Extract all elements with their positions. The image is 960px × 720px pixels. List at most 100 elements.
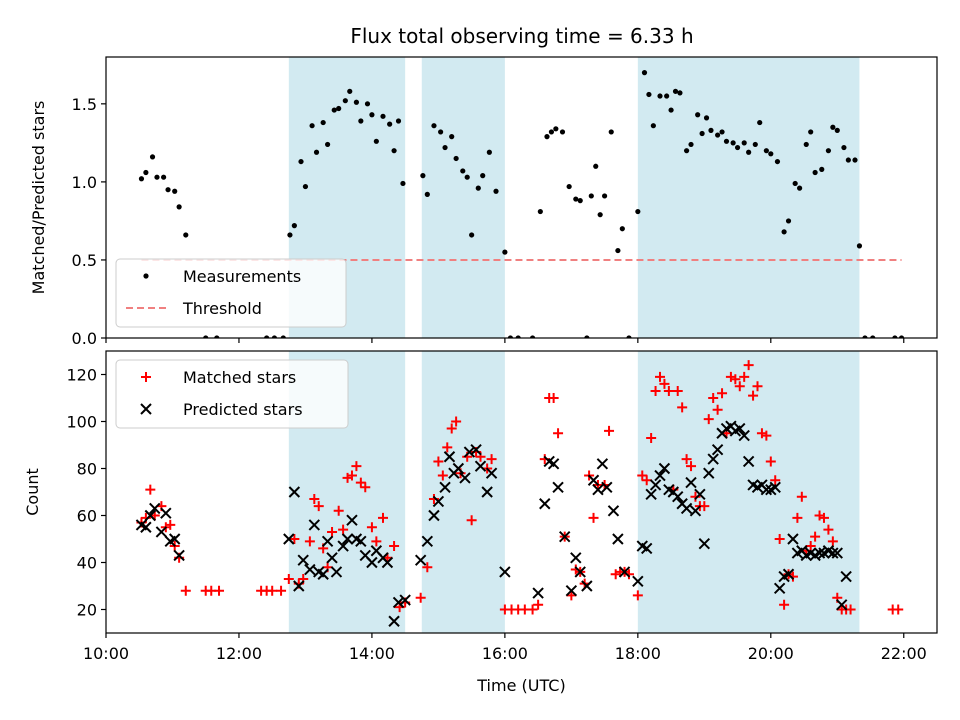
- matched-point: [730, 374, 741, 385]
- measurement-point: [537, 208, 543, 215]
- measurement-point: [752, 141, 758, 148]
- measurement-point: [353, 99, 360, 105]
- x-tick-label: 10:00: [83, 644, 129, 663]
- matched-point: [313, 501, 324, 512]
- predicted-point: [592, 483, 604, 496]
- measurement-point: [154, 174, 160, 180]
- matched-point: [415, 592, 426, 603]
- predicted-point: [601, 481, 613, 494]
- legend: Matched stars Predicted stars: [115, 359, 349, 429]
- measurement-point: [475, 185, 481, 191]
- predicted-point: [155, 526, 168, 538]
- matched-point: [663, 385, 674, 396]
- predicted-point: [381, 556, 394, 569]
- matched-point: [588, 512, 599, 523]
- matched-point: [267, 585, 278, 596]
- matched-point: [712, 404, 723, 415]
- measurement-point: [746, 149, 752, 155]
- x-tick-label: 18:00: [615, 644, 661, 663]
- predicted-point: [317, 568, 329, 580]
- measurement-point: [774, 158, 781, 165]
- matched-point: [761, 430, 772, 441]
- measurement-point: [792, 180, 798, 187]
- predicted-point: [414, 554, 427, 566]
- matched-point: [818, 512, 829, 523]
- predicted-point: [760, 483, 773, 496]
- matched-point: [708, 393, 719, 403]
- matched-point: [748, 390, 759, 401]
- predicted-point: [355, 535, 367, 548]
- y-tick-label: 0.5: [72, 251, 97, 270]
- measurement-point: [373, 138, 379, 144]
- matched-point: [214, 585, 225, 596]
- y-tick-label: 100: [66, 413, 97, 432]
- matched-point: [442, 442, 453, 453]
- predicted-point: [297, 554, 309, 566]
- shaded-interval-2: [421, 57, 505, 338]
- predicted-point: [283, 533, 295, 545]
- predicted-point: [481, 486, 493, 498]
- y-tick-label: 60: [77, 507, 97, 526]
- predicted-point: [836, 599, 848, 611]
- measurement-point: [264, 335, 270, 338]
- matched-point: [703, 414, 714, 425]
- predicted-point: [428, 509, 440, 522]
- predicted-point: [547, 458, 560, 470]
- matched-point: [371, 536, 382, 547]
- predicted-point: [421, 535, 434, 548]
- measurement-point: [464, 174, 470, 180]
- x-tick-label: 22:00: [881, 644, 927, 663]
- y-tick-label: 1.5: [72, 95, 97, 114]
- measurement-point: [544, 134, 550, 140]
- measurement-point: [577, 198, 583, 204]
- predicted-point: [443, 451, 456, 463]
- measurement-point: [699, 130, 705, 137]
- legend-handle-measurements: [143, 273, 149, 279]
- measurement-point: [715, 132, 721, 138]
- measurement-point: [734, 144, 741, 151]
- matched-point: [333, 505, 344, 516]
- matched-point: [792, 512, 803, 523]
- measurement-point: [165, 187, 171, 193]
- matched-point: [672, 385, 683, 396]
- predicted-point: [587, 474, 600, 486]
- matched-point: [360, 482, 371, 493]
- predicted-point: [337, 540, 349, 552]
- measurement-point: [683, 148, 690, 154]
- measurement-point: [507, 335, 514, 338]
- measurement-point: [380, 113, 386, 119]
- measurement-point: [781, 229, 787, 235]
- predicted-point: [399, 594, 411, 606]
- matched-point: [650, 385, 661, 396]
- predicted-point: [827, 547, 839, 559]
- predicted-point: [734, 422, 746, 435]
- measurement-point: [588, 193, 594, 199]
- measurement-point: [757, 119, 763, 126]
- measurement-point: [400, 180, 406, 187]
- plot-frame: [105, 56, 938, 339]
- matched-point: [796, 491, 807, 502]
- measurement-point: [358, 118, 364, 124]
- measurement-point: [287, 232, 293, 238]
- measurement-point: [149, 154, 156, 160]
- predicted-point: [552, 481, 564, 494]
- x-tick-label: 12:00: [216, 644, 262, 663]
- matched-point: [304, 536, 315, 547]
- predicted-point: [293, 580, 305, 592]
- shaded-interval-3: [637, 351, 860, 633]
- measurement-point: [785, 218, 792, 224]
- predicted-point: [645, 488, 657, 501]
- matched-point: [743, 360, 754, 371]
- matched-point: [632, 590, 643, 601]
- measurement-point: [657, 93, 663, 99]
- measurement-point: [730, 140, 736, 146]
- matched-point: [637, 470, 648, 481]
- measurement-point: [719, 129, 725, 135]
- series-1: [138, 70, 905, 338]
- predicted-point: [711, 443, 724, 456]
- measurement-point: [161, 174, 167, 180]
- measurement-point: [635, 208, 641, 215]
- matched-point: [366, 522, 377, 533]
- predicted-point: [459, 472, 471, 484]
